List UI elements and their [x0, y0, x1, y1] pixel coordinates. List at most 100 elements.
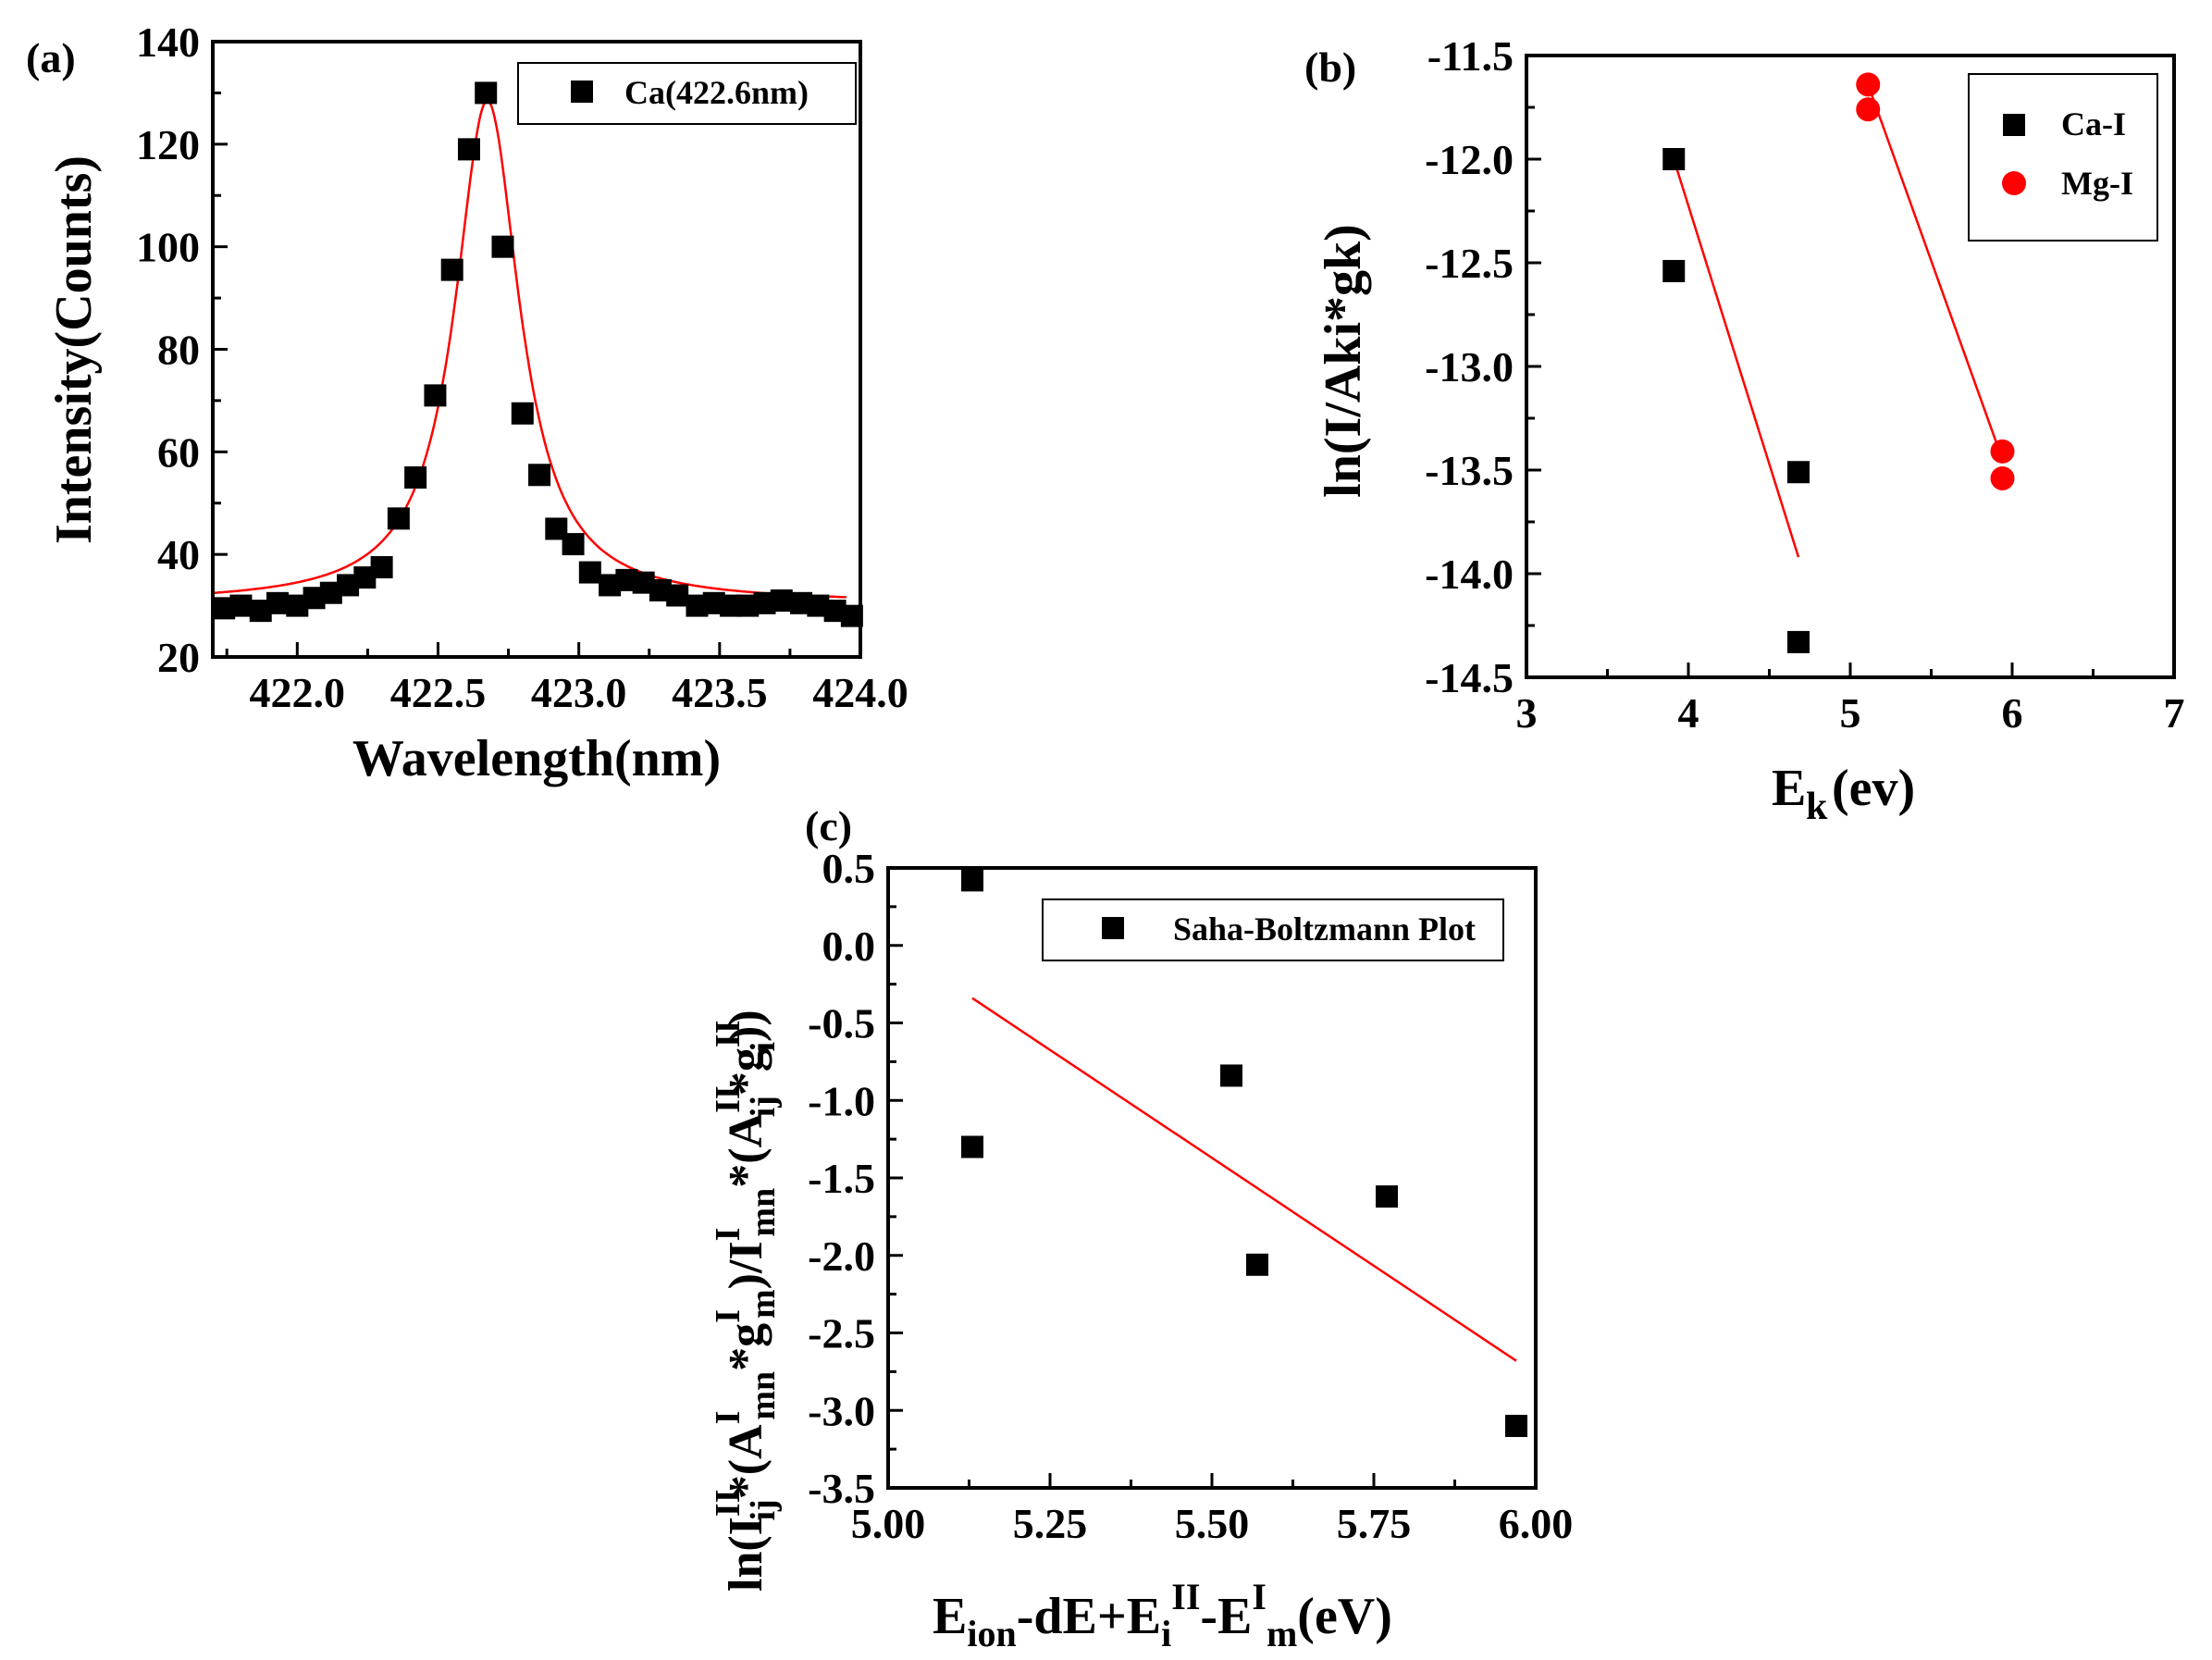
panel-b: 3 4 5 6 7 -11.5 -12.0 -12.5 -13.0 -13.5 -14.0 -14.5…: [1304, 32, 2185, 828]
y-tick-label: -12.5: [1425, 240, 1514, 287]
panel-a-data-point: [440, 258, 463, 281]
panel-b-mg-data-point: [1990, 465, 2015, 490]
panel-a-data-point: [229, 594, 253, 617]
panel-a-data-point: [511, 402, 534, 425]
panel-a-data-point: [770, 589, 793, 613]
panel-c-marks: [961, 869, 1527, 1437]
panel-a-data-point: [666, 584, 689, 607]
panel-b-ca-data-point: [1787, 461, 1810, 484]
panel-a-data-point: [457, 138, 480, 161]
x-tick-label: 6.00: [1499, 1500, 1574, 1547]
y-tick-label: 60: [157, 428, 200, 476]
x-tick-label: 6: [2002, 689, 2023, 737]
y-tick-label: -13.0: [1425, 343, 1514, 390]
panel-a-plot-frame: [211, 40, 862, 659]
x-tick-label: 5.00: [851, 1500, 926, 1547]
panel-c-legend: Saha-Boltzmann Plot: [1042, 898, 1504, 961]
y-tick-label: -1.5: [808, 1155, 875, 1202]
panel-b-fit-line-mg-i: [1867, 83, 2004, 461]
panel-c-y-axis-title: ln(IIIij*(AImn*gIm)/IImn*(AIIij*gIIi)): [709, 1010, 783, 1592]
panel-c-legend-box: [1042, 898, 1504, 961]
panel-b-x-axis-title-subscript: k: [1806, 786, 1828, 828]
panel-b-marks: [1662, 72, 2015, 653]
panel-b-x-axis-title: E k (ev): [1772, 760, 1915, 828]
panel-b-legend-square-marker: [2003, 114, 2025, 136]
panel-b-ca-data-point: [1662, 148, 1686, 170]
panel-b-y-axis-title: ln(I/Aki*gk): [1315, 224, 1372, 498]
y-tick-label: -12.0: [1425, 136, 1514, 183]
panel-a-label: (a): [26, 34, 76, 81]
x-tick-label: 5.50: [1175, 1500, 1250, 1547]
x-tick-label: 3: [1516, 689, 1538, 737]
panel-b-mg-data-point: [1856, 97, 1881, 122]
panel-a-data-point: [404, 466, 427, 489]
x-tick-label: 423.0: [531, 669, 627, 716]
x-tick-label: 5.75: [1337, 1500, 1412, 1547]
panel-b-mg-data-point: [1990, 439, 2015, 464]
panel-b-legend: Ca-I Mg-I: [1968, 73, 2158, 242]
panel-c: 5.00 5.25 5.50 5.75 6.00 0.5 0.0 -0.5 -1.0 -1.5 -2…: [709, 802, 1573, 1654]
panel-a-data-point: [370, 556, 393, 579]
panel-b-x-axis-title-main: E: [1772, 760, 1806, 817]
panel-c-legend-label: Saha-Boltzmann Plot: [1173, 911, 1476, 948]
y-tick-label: 120: [136, 121, 200, 168]
y-tick-label: -0.5: [808, 1000, 875, 1047]
y-tick-label: -14.5: [1425, 654, 1514, 701]
panel-a: 422.0 422.5 423.0 423.5 424.0 20 40 60 80 100 120 1…: [26, 19, 908, 787]
x-tick-label: 4: [1678, 689, 1699, 737]
panel-b-legend-box: [1968, 73, 2158, 242]
panel-a-marks: [212, 81, 863, 627]
y-tick-label: -11.5: [1427, 32, 1514, 80]
y-tick-label: -2.5: [808, 1310, 875, 1357]
panel-b-legend-circle-marker: [2002, 171, 2026, 195]
panel-c-data-point: [1376, 1185, 1398, 1208]
x-tick-label: 422.5: [390, 669, 487, 716]
y-tick-label: 20: [157, 634, 200, 681]
y-tick-label: -1.0: [808, 1077, 875, 1124]
x-tick-label: 5: [1840, 689, 1861, 737]
panel-b-mg-data-point: [1856, 72, 1881, 97]
panel-a-data-point: [475, 81, 498, 105]
y-tick-label: 0.0: [822, 923, 876, 970]
panel-a-x-axis-title: Wavelength(nm): [352, 730, 721, 787]
panel-c-data-point: [961, 869, 983, 892]
panel-a-data-point: [387, 507, 410, 530]
y-tick-label: 0.5: [822, 845, 876, 892]
panel-c-data-point: [961, 1135, 983, 1158]
panel-c-data-point: [1505, 1415, 1527, 1437]
panel-b-ca-data-point: [1662, 259, 1686, 282]
panel-b-label: (b): [1304, 43, 1356, 91]
panel-c-data-point: [1220, 1064, 1242, 1087]
x-tick-label: 7: [2164, 689, 2185, 737]
panel-a-legend: Ca(422.6nm): [517, 62, 857, 125]
panel-a-data-point: [424, 384, 447, 407]
panel-c-x-axis-title: Eion-dE+EiII-EIm(eV): [933, 1576, 1392, 1654]
panel-b-ca-data-point: [1787, 630, 1810, 653]
panel-c-legend-square-marker: [1102, 917, 1124, 939]
panel-a-data-point: [528, 464, 551, 487]
panel-a-y-axis-title: Intensity(Counts): [45, 155, 103, 544]
panel-c-label: (c): [805, 802, 852, 849]
panel-a-data-point: [562, 533, 585, 556]
panel-b-fit-line-ca-i: [1673, 158, 1800, 558]
y-tick-label: -13.5: [1425, 447, 1514, 494]
x-tick-label: 423.5: [672, 669, 768, 716]
panel-b-x-axis-title-rest: (ev): [1832, 760, 1915, 817]
panel-b-legend-label-mg: Mg-I: [2061, 165, 2133, 202]
y-tick-label: -3.5: [808, 1465, 875, 1512]
x-tick-label: 422.0: [250, 669, 346, 716]
panel-b-legend-label-ca: Ca-I: [2061, 105, 2126, 142]
x-tick-label: 424.0: [812, 669, 908, 716]
y-tick-label: -3.0: [808, 1387, 875, 1434]
y-tick-label: 40: [157, 531, 200, 578]
panel-a-legend-square-marker: [571, 81, 593, 103]
y-tick-label: 80: [157, 327, 200, 374]
y-tick-label: 100: [136, 224, 200, 271]
panel-a-ticks: 422.0 422.5 423.0 423.5 424.0 20 40 60 80 100 120 1…: [136, 19, 908, 716]
panel-b-ticks: 3 4 5 6 7 -11.5 -12.0 -12.5 -13.0 -13.5 -14.0 -14.5: [1425, 32, 2184, 737]
panel-a-data-point: [266, 591, 289, 614]
panel-c-data-point: [1246, 1253, 1268, 1276]
panel-a-data-point: [578, 561, 601, 584]
panel-c-fit-line: [971, 997, 1517, 1362]
